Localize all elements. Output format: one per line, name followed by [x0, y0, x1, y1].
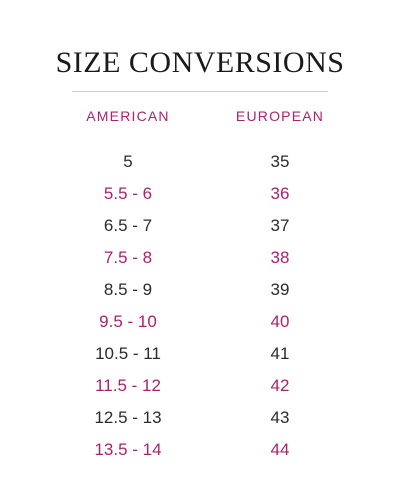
american-size-cell: 13.5 - 14	[94, 440, 162, 459]
european-size-cell: 41	[270, 344, 290, 363]
european-size-cell: 40	[270, 312, 290, 331]
american-size-cell: 9.5 - 10	[99, 312, 157, 331]
table-row: 5.5 - 6 36	[0, 178, 400, 210]
european-size-cell: 38	[270, 248, 290, 267]
european-size-cell: 39	[270, 280, 290, 299]
table-row: 10.5 - 11 41	[0, 338, 400, 370]
table-header-row: AMERICAN EUROPEAN	[0, 102, 400, 130]
table-row: 8.5 - 9 39	[0, 274, 400, 306]
header-american: AMERICAN	[86, 108, 170, 124]
page-title: SIZE CONVERSIONS	[55, 46, 345, 79]
american-size-cell: 10.5 - 11	[95, 344, 161, 363]
european-size-cell: 36	[270, 184, 290, 203]
table-row: 5 35	[0, 146, 400, 178]
european-size-cell: 42	[270, 376, 290, 395]
american-size-cell: 5.5 - 6	[103, 184, 153, 203]
american-size-cell: 11.5 - 12	[95, 376, 161, 395]
american-size-cell: 12.5 - 13	[94, 408, 162, 427]
european-size-cell: 35	[270, 152, 290, 171]
american-size-cell: 7.5 - 8	[103, 248, 153, 267]
header-european: EUROPEAN	[235, 108, 325, 124]
european-size-cell: 37	[270, 216, 290, 235]
table-row: 9.5 - 10 40	[0, 306, 400, 338]
table-row: 11.5 - 12 42	[0, 370, 400, 402]
table-row: 6.5 - 7 37	[0, 210, 400, 242]
european-size-cell: 43	[270, 408, 290, 427]
table-row: 13.5 - 14 44	[0, 434, 400, 466]
table-body: 5 35 5.5 - 6 36 6.5 - 7 37 7.5 - 8 38 8.…	[0, 146, 400, 466]
european-size-cell: 44	[270, 440, 290, 459]
size-conversion-table: AMERICAN EUROPEAN 5 35 5.5 - 6 36 6.5 - …	[0, 102, 400, 466]
title-divider	[72, 91, 328, 92]
american-size-cell: 5	[123, 152, 133, 171]
table-row: 12.5 - 13 43	[0, 402, 400, 434]
table-row: 7.5 - 8 38	[0, 242, 400, 274]
american-size-cell: 6.5 - 7	[103, 216, 153, 235]
american-size-cell: 8.5 - 9	[103, 280, 153, 299]
